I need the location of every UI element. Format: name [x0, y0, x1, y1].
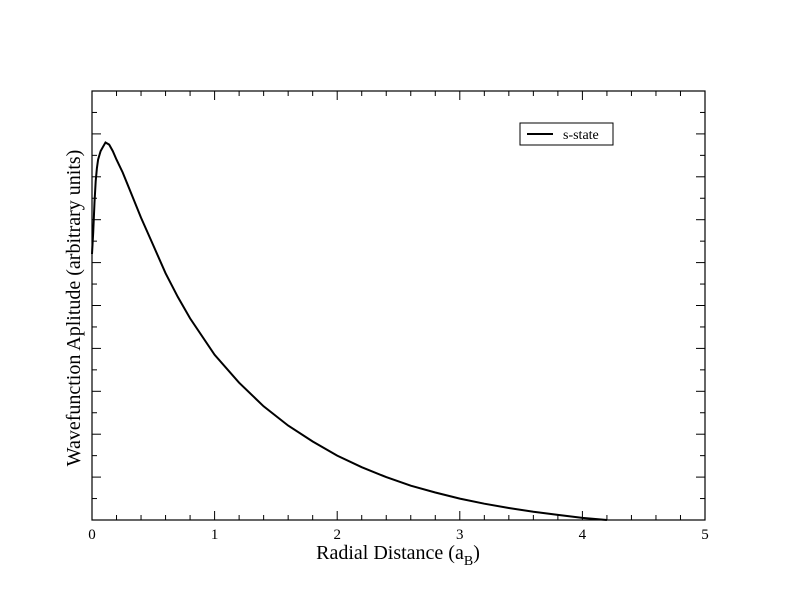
- x-tick-label: 1: [211, 527, 219, 543]
- x-tick-label: 0: [88, 527, 96, 543]
- x-tick-label: 2: [333, 527, 341, 543]
- y-axis-title: Wavefunction Aplitude (arbitrary units): [63, 150, 85, 467]
- plot-frame: [91, 90, 706, 521]
- legend-label: s-state: [563, 128, 599, 143]
- tick-labels: 0 1 2 3 4 5: [88, 527, 709, 543]
- x-tick-label: 3: [456, 527, 464, 543]
- series-line-s-state: [91, 141, 607, 521]
- legend-box: [519, 122, 614, 146]
- x-tick-label: 5: [701, 527, 709, 543]
- legend: s-state: [519, 122, 614, 146]
- axis-ticks: [91, 90, 706, 521]
- x-tick-label: 4: [579, 527, 587, 543]
- x-axis-title: Radial Distance (aB): [316, 542, 480, 569]
